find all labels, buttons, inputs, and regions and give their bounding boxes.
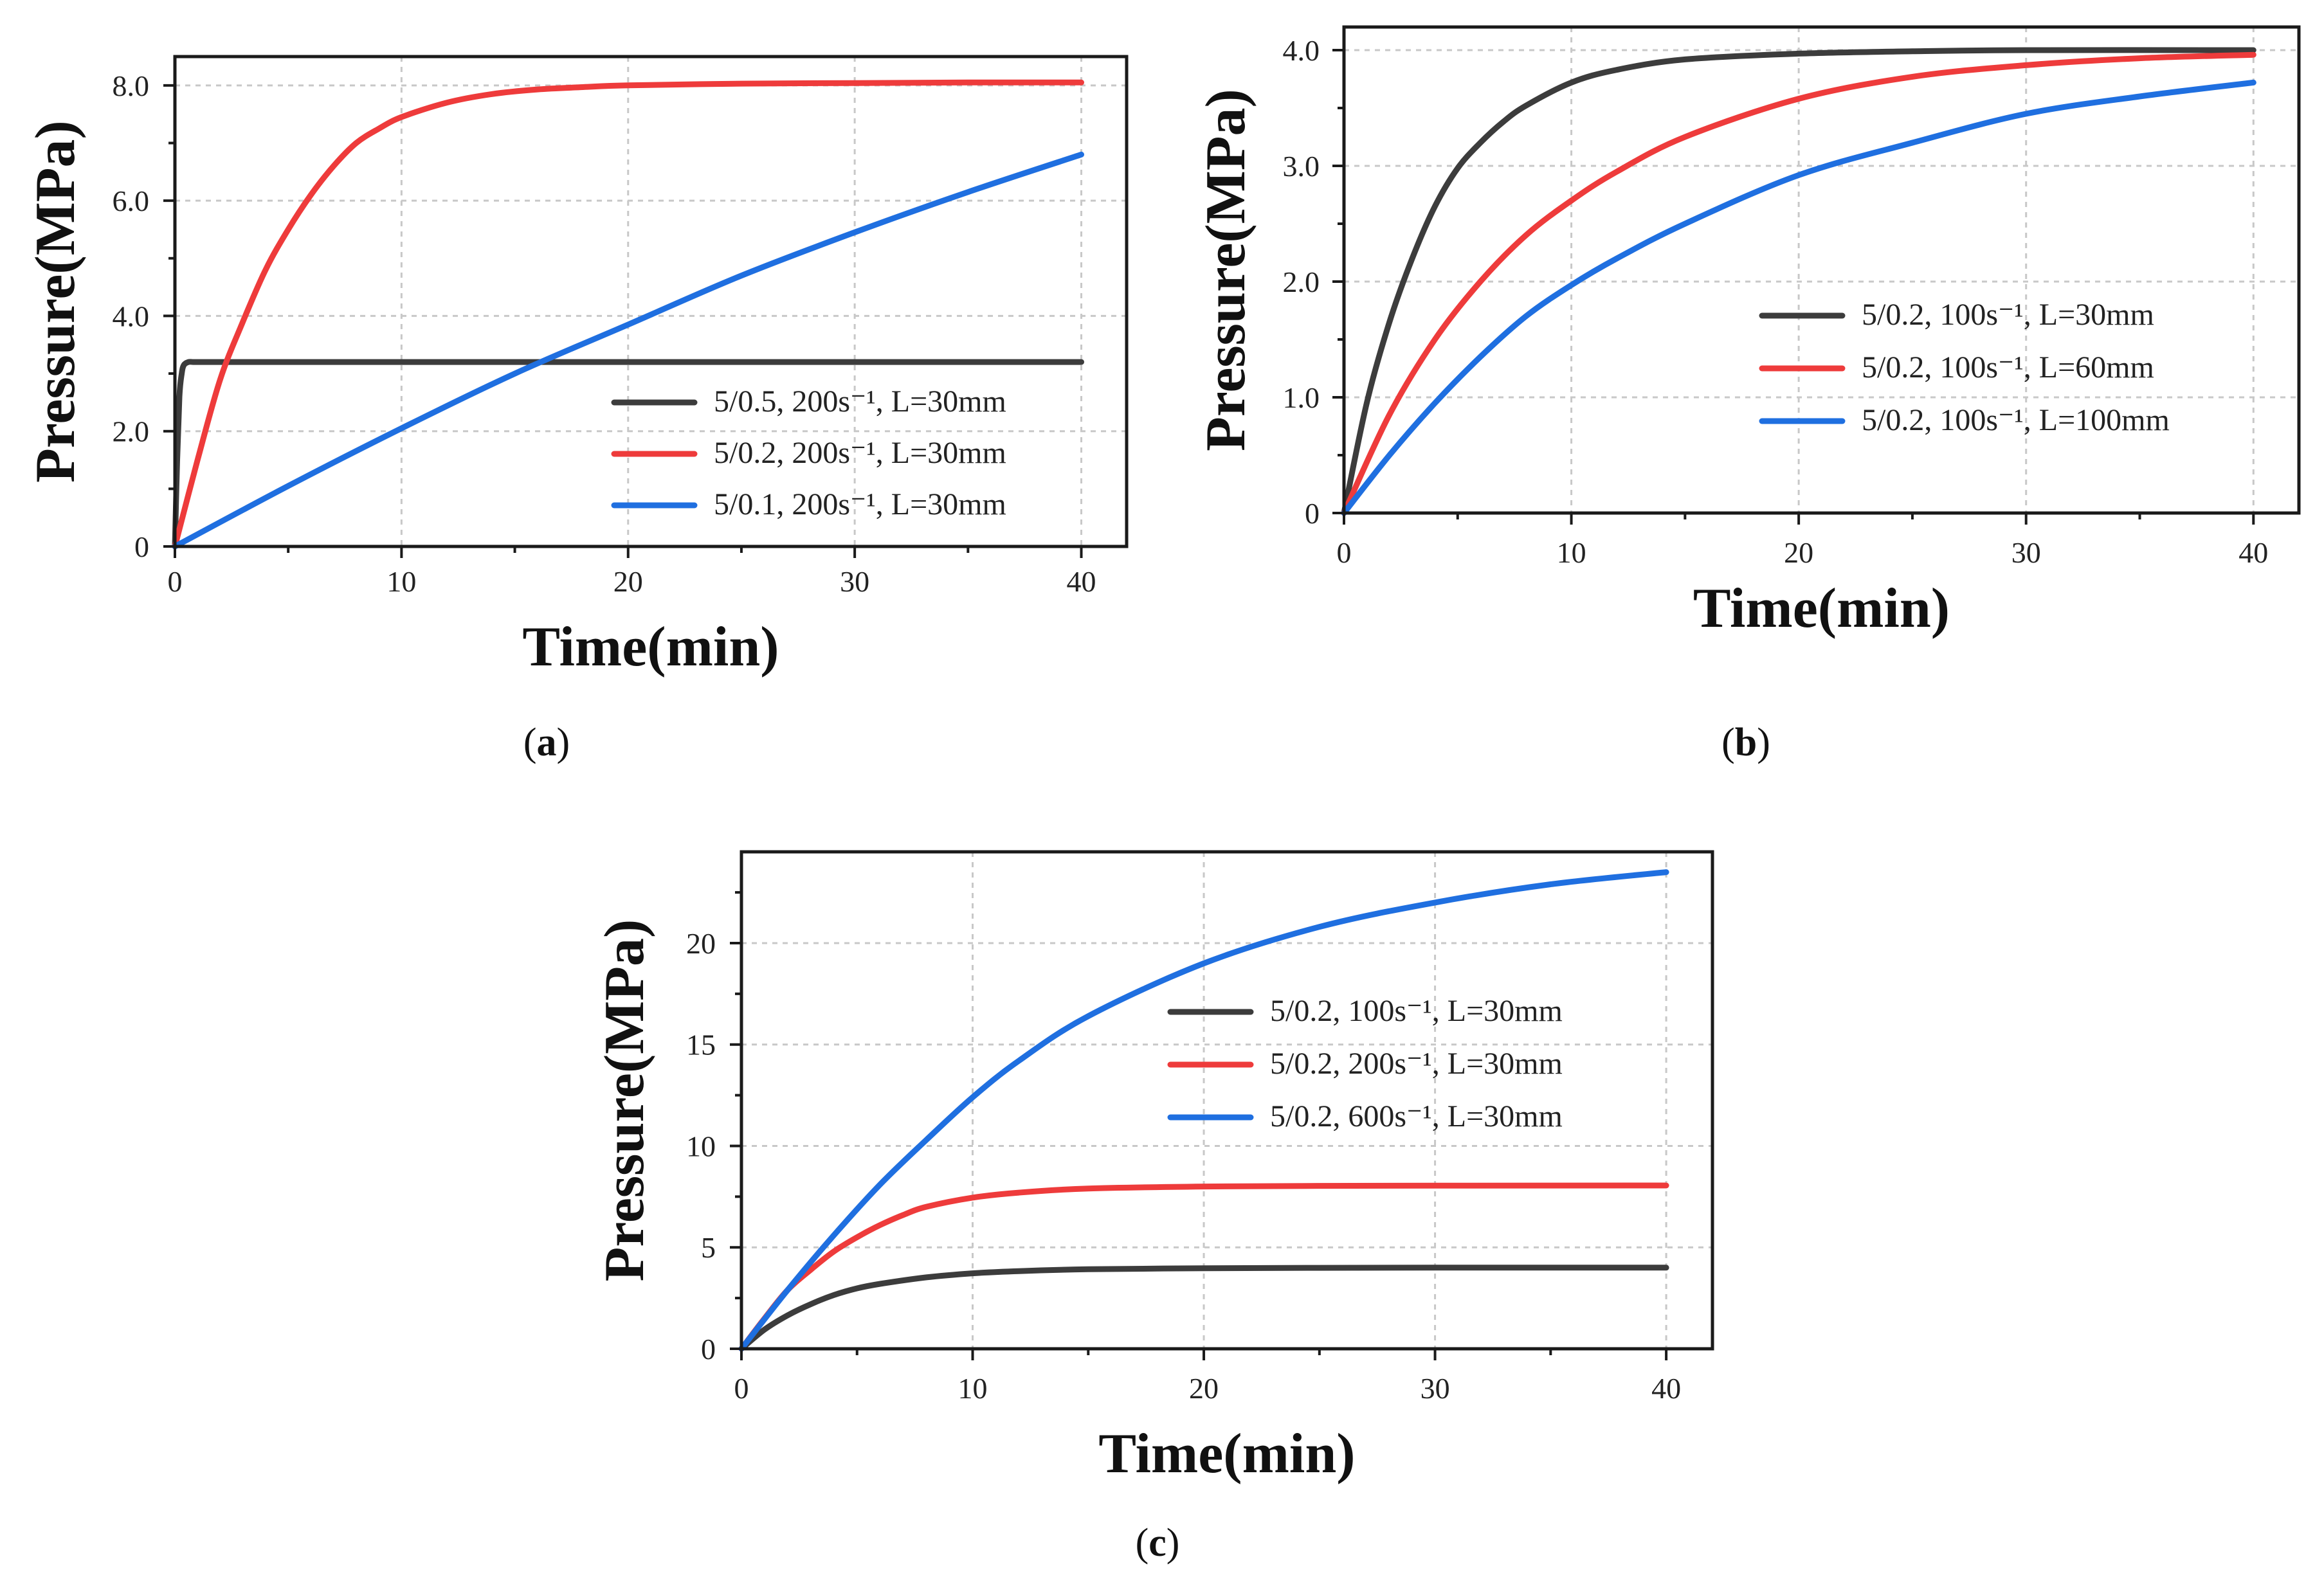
legend: 5/0.2, 100s⁻¹, L=30mm 5/0.2, 100s⁻¹, L=60… bbox=[1759, 298, 2170, 437]
x-tick-label: 30 bbox=[840, 565, 869, 598]
y-tick-label: 4.0 bbox=[1283, 34, 1320, 67]
series-line-2 bbox=[738, 1182, 1669, 1352]
x-tick-label: 20 bbox=[613, 565, 643, 598]
panel-label: (a) bbox=[523, 721, 570, 764]
legend: 5/0.2, 100s⁻¹, L=30mm 5/0.2, 200s⁻¹, L=30… bbox=[1167, 994, 1563, 1133]
legend-label-2: 5/0.2, 200s⁻¹, L=30mm bbox=[714, 436, 1006, 470]
y-axis-title: Pressure(MPa) bbox=[24, 120, 87, 483]
y-tick-label: 2.0 bbox=[1283, 266, 1320, 298]
x-tick-label: 10 bbox=[958, 1372, 988, 1405]
legend-label-3: 5/0.1, 200s⁻¹, L=30mm bbox=[714, 487, 1006, 521]
x-tick-label: 20 bbox=[1189, 1372, 1219, 1405]
y-tick-label: 5 bbox=[701, 1231, 716, 1264]
y-tick-label: 0 bbox=[701, 1333, 716, 1365]
y-axis-title: Pressure(MPa) bbox=[1195, 89, 1257, 451]
y-tick-label: 3.0 bbox=[1283, 150, 1320, 183]
series-line-3 bbox=[172, 151, 1084, 550]
legend: 5/0.5, 200s⁻¹, L=30mm 5/0.2, 200s⁻¹, L=30… bbox=[611, 384, 1006, 521]
y-tick-label: 0 bbox=[1305, 497, 1320, 530]
legend-label-1: 5/0.2, 100s⁻¹, L=30mm bbox=[1270, 994, 1563, 1028]
x-tick-label: 0 bbox=[168, 565, 183, 598]
x-tick-label: 40 bbox=[1651, 1372, 1681, 1405]
chart-panel-a: 0 10 20 30 40 0 2.0 4.0 6.0 8.0 Time(min) Pressure(… bbox=[24, 55, 1129, 764]
x-axis-title: Time(min) bbox=[522, 616, 779, 678]
y-tick-label: 20 bbox=[686, 927, 716, 960]
legend-label-2: 5/0.2, 200s⁻¹, L=30mm bbox=[1270, 1047, 1563, 1081]
panel-label: (c) bbox=[1136, 1521, 1180, 1565]
x-axis-title: Time(min) bbox=[1693, 577, 1950, 640]
plot-frame bbox=[740, 850, 1714, 1351]
y-axis-title: Pressure(MPa) bbox=[594, 919, 656, 1282]
x-tick-label: 30 bbox=[2011, 536, 2041, 569]
legend-label-1: 5/0.5, 200s⁻¹, L=30mm bbox=[714, 384, 1006, 419]
plot-frame bbox=[1342, 25, 2301, 515]
chart-panel-c: 0 10 20 30 40 0 5 10 15 20 Time(min) Pressure(MPa) 5… bbox=[594, 850, 1714, 1565]
plot-frame bbox=[173, 55, 1129, 548]
x-tick-label: 40 bbox=[2238, 536, 2268, 569]
y-tick-label: 8.0 bbox=[113, 69, 150, 102]
series-line-1 bbox=[738, 1265, 1669, 1352]
y-tick-label: 15 bbox=[686, 1029, 716, 1061]
y-tick-label: 1.0 bbox=[1283, 381, 1320, 414]
series-line-3 bbox=[738, 869, 1669, 1352]
series-line-2 bbox=[1341, 51, 2256, 516]
x-axis-title: Time(min) bbox=[1098, 1423, 1355, 1485]
y-tick-label: 10 bbox=[686, 1130, 716, 1162]
series-line-3 bbox=[1341, 79, 2256, 516]
y-tick-label: 6.0 bbox=[113, 185, 150, 217]
x-tick-label: 40 bbox=[1067, 565, 1096, 598]
legend-label-1: 5/0.2, 100s⁻¹, L=30mm bbox=[1862, 298, 2154, 332]
x-tick-label: 30 bbox=[1421, 1372, 1450, 1405]
x-tick-label: 0 bbox=[734, 1372, 749, 1405]
x-tick-label: 20 bbox=[1784, 536, 1813, 569]
legend-label-3: 5/0.2, 600s⁻¹, L=30mm bbox=[1270, 1099, 1563, 1133]
chart-panel-b: 0 10 20 30 40 0 1.0 2.0 3.0 4.0 Time(min) Pressure(… bbox=[1195, 25, 2301, 764]
legend-label-3: 5/0.2, 100s⁻¹, L=100mm bbox=[1862, 403, 2170, 437]
y-tick-label: 4.0 bbox=[113, 300, 150, 332]
x-tick-label: 10 bbox=[386, 565, 416, 598]
x-tick-label: 10 bbox=[1557, 536, 1586, 569]
series-line-1 bbox=[1341, 47, 2256, 516]
series-line-2 bbox=[172, 79, 1084, 550]
y-tick-label: 0 bbox=[134, 530, 149, 563]
legend-label-2: 5/0.2, 100s⁻¹, L=60mm bbox=[1862, 350, 2154, 384]
x-tick-label: 0 bbox=[1337, 536, 1352, 569]
panel-label: (b) bbox=[1721, 721, 1770, 764]
y-tick-label: 2.0 bbox=[113, 415, 150, 448]
